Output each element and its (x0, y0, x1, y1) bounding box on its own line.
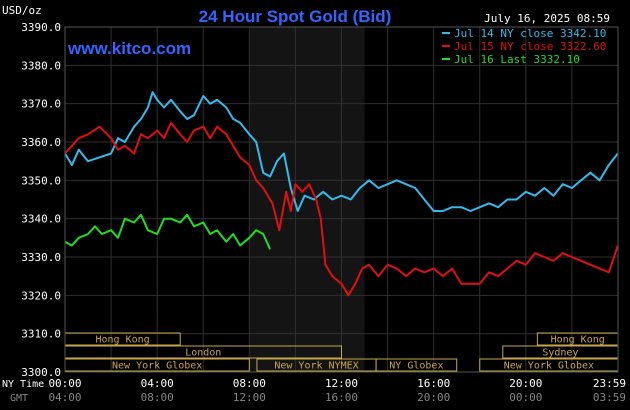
chart-title: 24 Hour Spot Gold (Bid) (199, 7, 392, 26)
x-tick-label-ny: 12:00 (325, 377, 358, 390)
y-axis-ticks: 3390.0 3380.0 3370.0 3360.0 3350.0 3340.0 3330… (21, 21, 61, 379)
legend-entry: Jul 16 Last 3332.10 (454, 53, 580, 66)
legend-entry: Jul 15 NY close 3322.60 (454, 40, 606, 53)
session-box (375, 358, 458, 372)
x-tick-label-ny: 08:00 (233, 377, 266, 390)
series-line-3 (64, 213, 272, 250)
y-tick-label: 3370.0 (21, 98, 61, 111)
y-tick-label: 3320.0 (21, 289, 61, 302)
session-label: Sydney (542, 348, 578, 359)
x-tick-label-gmt: 08:00 (141, 391, 174, 404)
gmt-row-label: GMT (10, 393, 28, 404)
y-tick-label: 3390.0 (21, 21, 61, 34)
legend-entry: Jul 14 NY close 3342.10 (454, 27, 606, 40)
y-tick-label: 3300.0 (21, 366, 61, 379)
x-tick-label-gmt: 16:00 (325, 391, 358, 404)
y-tick-label: 3340.0 (21, 213, 61, 226)
session-label: Hong Kong (96, 335, 150, 346)
x-tick-label-ny: 23:59 (593, 377, 626, 390)
x-tick-label-gmt: 03:59 (593, 391, 626, 404)
session-label: NY Globex (389, 361, 443, 372)
chart-timestamp: July 16, 2025 08:59 (484, 12, 610, 25)
session-label: New York NYMEX (274, 361, 358, 372)
session-label: London (185, 348, 221, 359)
y-tick-label: 3380.0 (21, 59, 61, 72)
session-label: New York Globex (112, 361, 202, 372)
x-tick-label-gmt: 04:00 (48, 391, 81, 404)
ny-time-row-label: NY Time (2, 379, 44, 390)
x-axis-ticks: 00:00 04:00 08:00 12:00 16:00 20:00 23:5904:00… (48, 377, 626, 404)
x-tick-label-gmt: 20:00 (417, 391, 450, 404)
series-line-2 (64, 121, 619, 297)
y-axis-label: USD/oz (2, 4, 42, 17)
x-tick-label-gmt: 12:00 (233, 391, 266, 404)
y-tick-label: 3360.0 (21, 136, 61, 149)
session-label: Hong Kong (551, 335, 605, 346)
y-tick-label: 3330.0 (21, 251, 61, 264)
series-line-1 (64, 91, 619, 212)
brand-watermark: www.kitco.com (67, 39, 191, 58)
y-tick-label: 3310.0 (21, 328, 61, 341)
nymex-highlight-band (249, 27, 365, 372)
x-tick-label-ny: 00:00 (48, 377, 81, 390)
y-tick-label: 3350.0 (21, 174, 61, 187)
x-tick-label-gmt: 00:00 (509, 391, 542, 404)
plot-frame (64, 26, 619, 373)
session-label: New York Globex (504, 361, 594, 372)
x-tick-label-ny: 04:00 (141, 377, 174, 390)
series-lines (64, 91, 619, 297)
x-tick-label-ny: 16:00 (417, 377, 450, 390)
x-tick-label-ny: 20:00 (509, 377, 542, 390)
highlight-band (249, 27, 365, 372)
